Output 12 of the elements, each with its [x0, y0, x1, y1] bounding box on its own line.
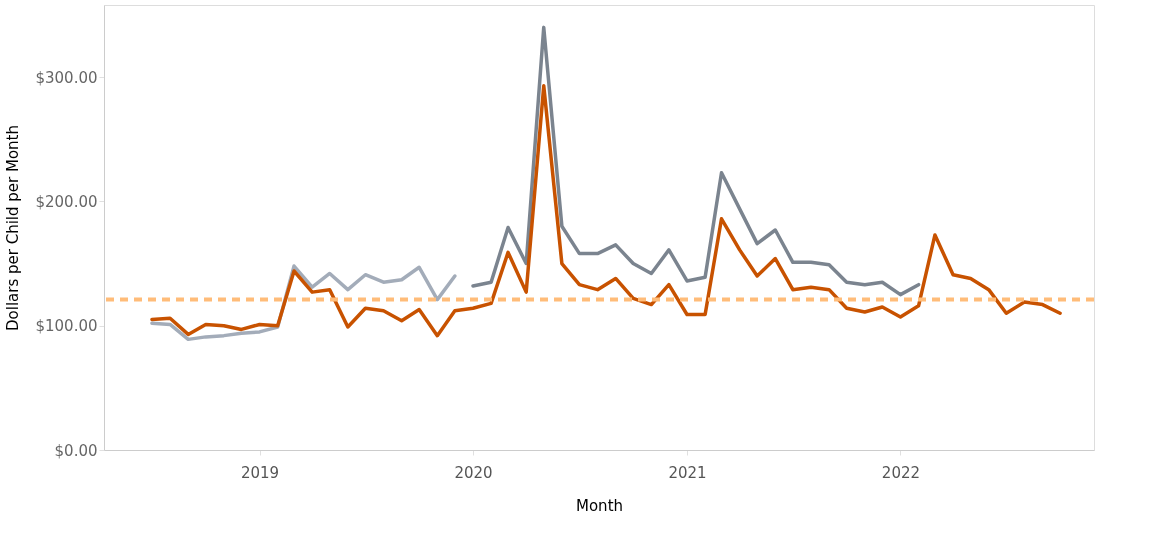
x-tick-label: 2019	[240, 463, 280, 482]
y-tick-label: $300.00	[35, 68, 98, 87]
x-tick-label: 2020	[454, 463, 493, 482]
y-tick-label: $0.00	[54, 441, 98, 460]
x-tick-label: 2022	[881, 463, 921, 482]
x-tick-label: 2021	[668, 463, 707, 482]
y-tick-label: $200.00	[35, 192, 98, 211]
y-axis-title: Dollars per Child per Month	[4, 125, 23, 331]
line-series	[150, 84, 1062, 338]
line-series	[471, 25, 921, 297]
y-tick-label: $100.00	[35, 317, 98, 336]
x-axis-title: Month	[575, 496, 624, 515]
